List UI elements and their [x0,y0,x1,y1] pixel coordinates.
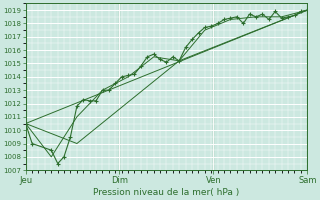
X-axis label: Pression niveau de la mer( hPa ): Pression niveau de la mer( hPa ) [93,188,240,197]
